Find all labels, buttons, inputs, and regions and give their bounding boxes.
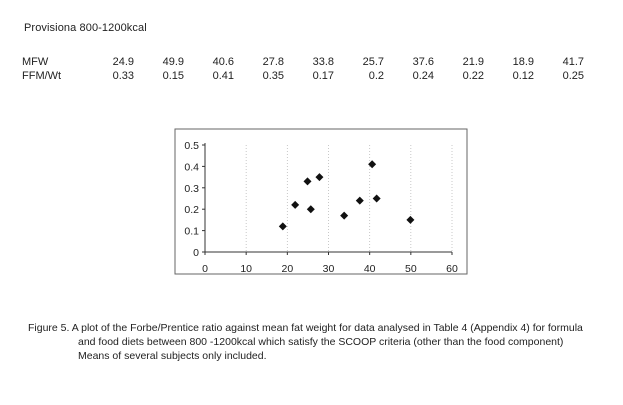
y-tick-label: 0.1: [184, 226, 199, 238]
data-point: [355, 196, 364, 205]
section-heading: Provisiona 800-1200kcal: [24, 22, 147, 34]
y-tick-label: 0.5: [184, 140, 199, 152]
y-tick-label: 0.2: [184, 204, 199, 216]
table-cell: 18.9: [512, 56, 534, 68]
table-cell: 24.9: [112, 56, 134, 68]
data-point: [406, 215, 415, 224]
data-point: [278, 222, 287, 231]
table-cell: 0.2: [368, 70, 384, 82]
x-tick-label: 10: [240, 263, 252, 275]
row-label: FFM/Wt: [22, 70, 62, 82]
y-tick-label: 0: [193, 247, 199, 259]
data-point: [291, 200, 300, 209]
row-label: MFW: [22, 56, 49, 68]
table-cell: 25.7: [362, 56, 384, 68]
x-tick-label: 0: [202, 263, 208, 275]
table-cell: 41.7: [562, 56, 584, 68]
table-cell: 0.24: [412, 70, 434, 82]
caption-line-1: Figure 5. A plot of the Forbe/Prentice r…: [28, 322, 583, 334]
table-cell: 0.35: [262, 70, 284, 82]
x-tick-label: 20: [281, 263, 293, 275]
table-cell: 0.15: [162, 70, 184, 82]
x-tick-label: 60: [446, 263, 458, 275]
caption-line-2: and food diets between 800 -1200kcal whi…: [78, 336, 564, 348]
data-point: [368, 160, 377, 169]
table-cell: 0.17: [312, 70, 334, 82]
table-cell: 33.8: [312, 56, 334, 68]
table-cell: 0.25: [562, 70, 584, 82]
table-row: FFM/Wt 0.33 0.15 0.41 0.35 0.17 0.2 0.24 0.22 0.1…: [22, 69, 584, 83]
table-cell: 21.9: [462, 56, 484, 68]
data-point: [340, 211, 349, 220]
table-cell: 37.6: [412, 56, 434, 68]
table-row: MFW 24.9 49.9 40.6 27.8 33.8 25.7 37.6 21.9 18.9 4…: [22, 55, 584, 69]
x-tick-label: 40: [364, 263, 376, 275]
data-point: [303, 177, 312, 186]
data-point: [306, 205, 315, 214]
x-tick-label: 50: [405, 263, 417, 275]
table-cell: 0.12: [512, 70, 534, 82]
table-cell: 27.8: [262, 56, 284, 68]
table-cell: 49.9: [162, 56, 184, 68]
y-tick-label: 0.4: [184, 161, 199, 173]
figure-caption: Figure 5. A plot of the Forbe/Prentice r…: [28, 321, 618, 363]
table-cell: 0.33: [112, 70, 134, 82]
data-point: [315, 173, 324, 182]
chart-frame: [174, 128, 468, 275]
caption-line-3: Means of several subjects only included.: [78, 350, 267, 362]
data-table: MFW 24.9 49.9 40.6 27.8 33.8 25.7 37.6 21.9 18.9 4…: [22, 55, 584, 83]
y-tick-label: 0.3: [184, 183, 199, 195]
data-point: [372, 194, 381, 203]
table-cell: 0.41: [212, 70, 234, 82]
table-cell: 40.6: [212, 56, 234, 68]
table-cell: 0.22: [462, 70, 484, 82]
scatter-chart: 0 0.1 0.2 0.3 0.4 0.5 0 10 20 30 40 50 60: [174, 128, 468, 275]
x-tick-label: 30: [323, 263, 335, 275]
